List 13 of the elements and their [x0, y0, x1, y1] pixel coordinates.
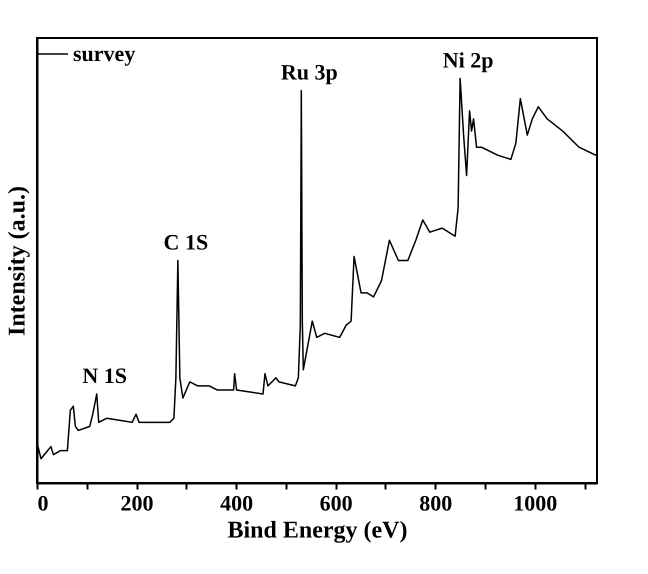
annotation: N 1S	[82, 363, 128, 388]
x-tick-label: 200	[120, 490, 154, 516]
legend-label: survey	[73, 41, 136, 66]
x-axis-title: Bind Energy (eV)	[228, 518, 408, 544]
y-axis-title: Intensity (a.u.)	[4, 186, 30, 336]
annotation: Ni 2p	[442, 47, 494, 72]
x-tick-label: 1000	[513, 490, 558, 516]
x-tick-label: 800	[419, 490, 452, 516]
annotation: C 1S	[164, 230, 208, 254]
x-tick-label: 600	[320, 490, 353, 516]
x-tick-label: 0	[38, 490, 48, 516]
annotation: Ru 3p	[280, 60, 338, 85]
x-tick-label: 400	[220, 490, 254, 516]
